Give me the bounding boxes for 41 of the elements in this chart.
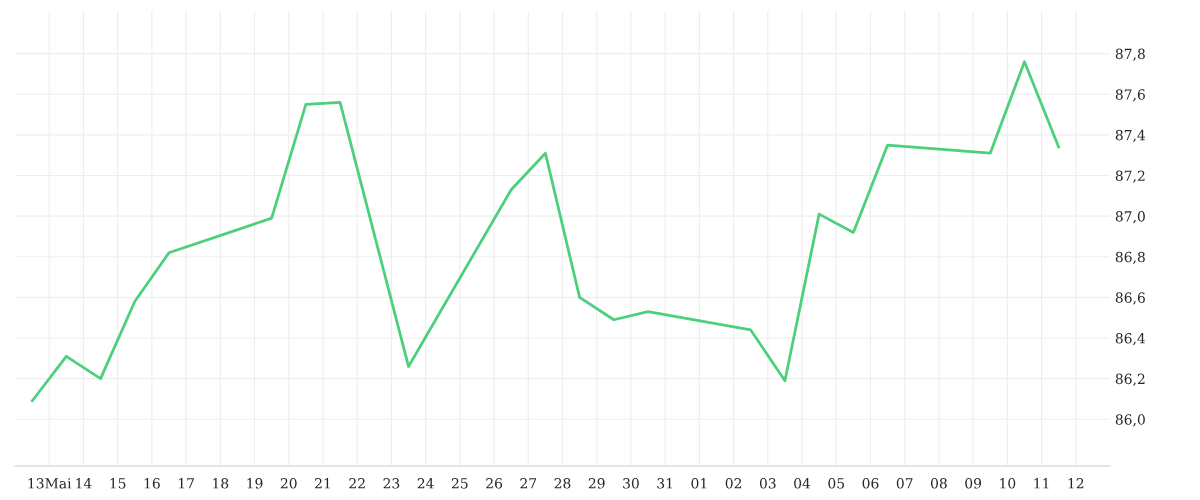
x-tick-label: 22	[349, 478, 365, 489]
x-tick-label: 16	[144, 478, 160, 489]
x-tick-label: 21	[315, 478, 330, 489]
x-tick-label: 20	[280, 478, 297, 489]
x-tick-label: 11	[1034, 478, 1049, 489]
x-tick-label: 28	[554, 478, 571, 489]
y-tick-label: 87,6	[1115, 89, 1145, 102]
x-tick-label: 23	[383, 478, 400, 489]
x-tick-label: 04	[794, 478, 811, 489]
x-tick-label: 15	[110, 478, 126, 489]
y-tick-label: 86,8	[1115, 251, 1145, 264]
x-tick-label: 19	[247, 478, 263, 489]
x-tick-label: 12	[1068, 478, 1084, 489]
x-tick-label: 06	[862, 478, 879, 489]
x-tick-label: 14	[76, 478, 92, 489]
y-tick-label: 87,4	[1115, 129, 1146, 143]
x-tick-label: 29	[588, 478, 605, 489]
x-tick-label: 03	[759, 478, 776, 489]
y-tick-label: 87,0	[1115, 211, 1145, 224]
y-tick-label: 86,6	[1115, 292, 1145, 305]
x-tick-label: 01	[691, 478, 707, 489]
x-tick-label: 17	[178, 478, 194, 489]
x-tick-label: 05	[828, 478, 845, 489]
x-tick-label: 13Mai	[28, 478, 72, 489]
x-tick-label: 02	[725, 478, 742, 489]
x-tick-label: 26	[486, 478, 503, 489]
x-tick-label: 24	[417, 478, 434, 489]
y-tick-label: 86,4	[1115, 333, 1146, 346]
y-tick-label: 86,2	[1115, 373, 1145, 386]
x-tick-label: 18	[213, 478, 229, 489]
x-tick-label: 25	[451, 478, 468, 489]
x-tick-label: 27	[520, 478, 537, 489]
x-tick-label: 09	[965, 478, 982, 489]
x-tick-label: 07	[896, 478, 913, 489]
y-tick-label: 86,0	[1115, 414, 1145, 427]
x-tick-label: 10	[1000, 478, 1016, 489]
y-tick-label: 87,2	[1115, 170, 1145, 183]
x-tick-label: 08	[930, 478, 947, 489]
y-tick-label: 87,8	[1115, 48, 1145, 61]
x-tick-label: 31	[657, 478, 673, 489]
x-tick-label: 30	[623, 478, 639, 489]
